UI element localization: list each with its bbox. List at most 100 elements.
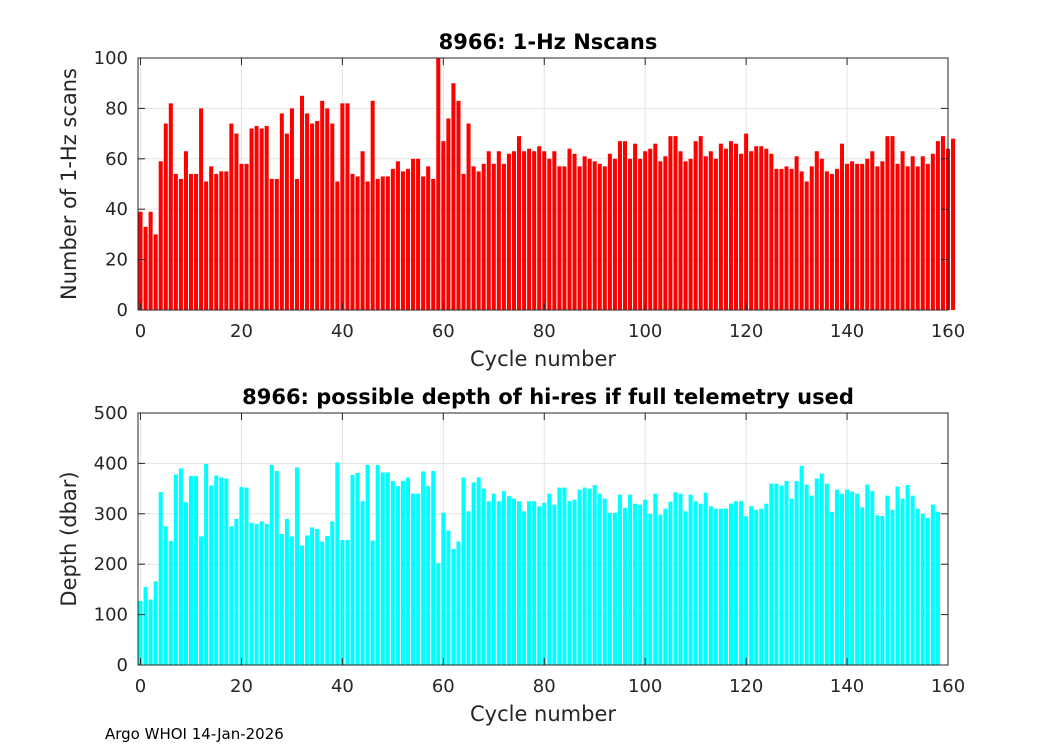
bar [592,161,597,310]
bar [214,475,219,665]
bar [264,126,269,310]
bar [759,508,764,665]
bar [486,151,491,310]
chart-title: 8966: 1-Hz Nscans [439,30,658,54]
bar [209,485,214,665]
bar [451,549,456,665]
bar [728,503,734,665]
bar [663,156,668,310]
bar [461,173,466,310]
bar [653,143,658,310]
bar [870,491,875,665]
bar [153,581,158,665]
bar [173,474,178,665]
bar [390,481,395,665]
bar [370,100,375,310]
bar [638,504,643,665]
bar [264,523,269,665]
x-tick-label: 20 [230,321,253,342]
bar [925,163,930,310]
bar [209,166,214,310]
bar [850,491,855,665]
bar [491,493,496,665]
bar [582,487,587,665]
bar [693,501,698,665]
bar [501,491,506,665]
bar [829,511,834,665]
bar [910,156,915,310]
bar [148,599,153,665]
bar [865,484,870,665]
bar [199,536,204,665]
bar [769,483,774,665]
bar [895,163,900,310]
bar [370,540,375,665]
bar [648,148,653,310]
bar [723,508,728,665]
bar [224,478,229,665]
bar [254,523,259,665]
bar [320,100,325,310]
bar [925,517,930,665]
bar [315,528,320,665]
bar [395,486,400,665]
bar [910,495,915,665]
bar [274,470,279,665]
bar [683,161,688,310]
bar [481,163,486,310]
bar [774,483,779,665]
bar [905,485,910,665]
bar [885,495,890,665]
y-axis-label: Number of 1-Hz scans [57,68,81,300]
bar [481,488,486,665]
bar [784,481,789,665]
bar [385,472,390,665]
bar [572,153,577,310]
bar [572,499,577,665]
bar [436,563,441,665]
x-tick-label: 80 [533,676,556,697]
bar [421,471,426,665]
bar [804,181,809,310]
bar [522,511,527,665]
bar [855,163,860,310]
bar [698,136,703,310]
bar [400,481,405,665]
bar [506,153,511,310]
bar [824,171,829,310]
bar [617,494,622,665]
bar [845,489,850,665]
bar [269,464,274,665]
bar [633,143,638,310]
x-tick-label: 100 [628,321,662,342]
bar [315,121,320,310]
bar [244,163,249,310]
bar [491,163,496,310]
bar [840,143,845,310]
bar [744,516,749,665]
bar [688,158,693,310]
bar [708,506,713,665]
x-tick-label: 40 [331,321,354,342]
x-tick-label: 160 [931,321,965,342]
bar [784,166,789,310]
bar [648,513,653,665]
bar [416,493,421,665]
bar [728,141,734,310]
footer-credit: Argo WHOI 14-Jan-2026 [105,725,284,743]
bar [188,476,194,665]
bar [421,176,426,310]
bar [643,499,648,665]
bar [744,133,749,310]
y-tick-label: 40 [105,199,128,220]
bar [749,151,754,310]
bar [935,141,940,310]
bar [612,512,617,665]
bar [658,161,663,310]
bar [542,151,547,310]
bar [289,108,294,311]
bar [537,146,542,310]
bar [517,136,522,310]
bar [340,540,345,665]
bar [350,474,355,665]
